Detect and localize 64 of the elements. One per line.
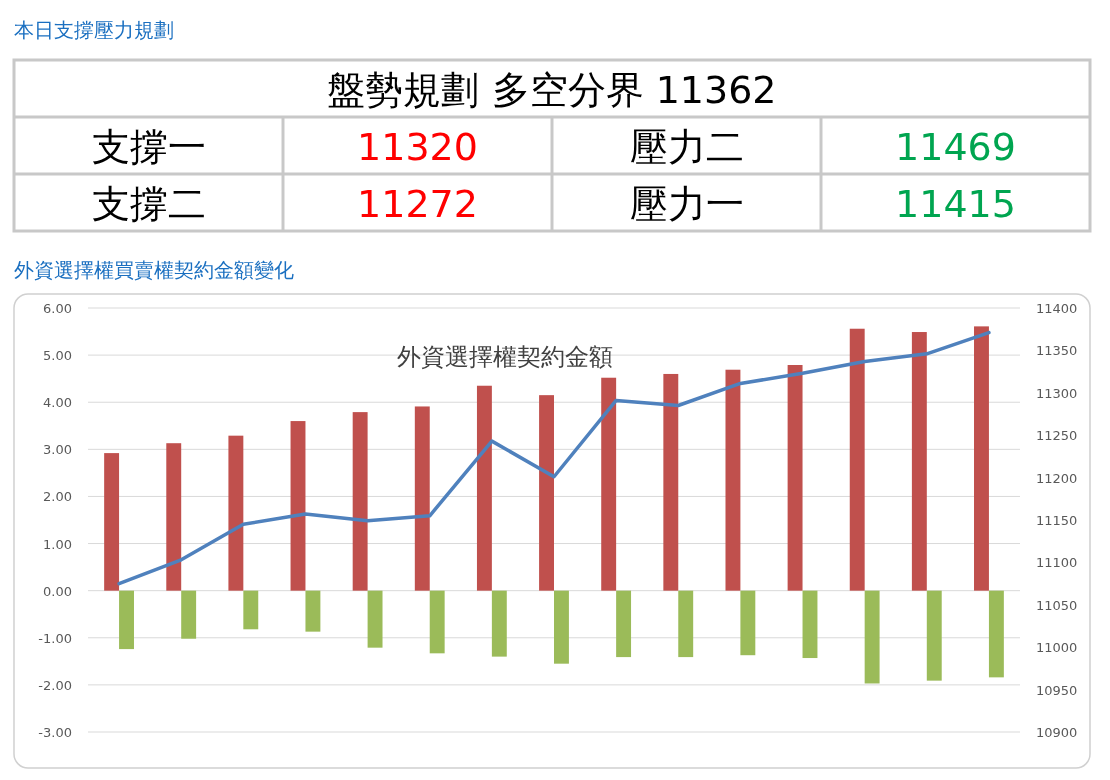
- bar: [849, 328, 865, 591]
- text: 11415: [895, 181, 1016, 226]
- text: 支撐一: [91, 124, 206, 169]
- text: 盤勢規劃 多空分界 11362: [327, 67, 777, 112]
- y2-tick-label: 10900: [1036, 725, 1078, 740]
- bar: [678, 590, 694, 658]
- bar: [367, 590, 383, 648]
- y2-tick-label: 10950: [1036, 682, 1078, 698]
- y2-tick-label: 11300: [1036, 385, 1078, 401]
- chart-title: 外資選擇權買賣權契約金額變化: [14, 258, 294, 282]
- text: 支撐二: [91, 181, 206, 226]
- y2-tick-label: 11150: [1036, 513, 1078, 528]
- bar: [243, 590, 259, 630]
- y-tick-label: 0.00: [43, 583, 72, 599]
- y-tick-label: 4.00: [43, 395, 72, 411]
- bar: [104, 453, 120, 591]
- y-tick-label: -3.00: [38, 725, 72, 740]
- bar: [864, 590, 880, 684]
- bar: [491, 590, 507, 657]
- bar: [181, 590, 197, 639]
- bar: [554, 590, 569, 664]
- text: 11272: [357, 181, 478, 226]
- bar: [802, 590, 818, 659]
- bar: [974, 326, 989, 591]
- text: 外資選擇權契約金額: [397, 343, 613, 371]
- y-tick-label: 2.00: [43, 489, 72, 505]
- y2-tick-label: 11000: [1036, 640, 1078, 656]
- bar: [911, 332, 927, 591]
- bar: [663, 373, 679, 591]
- bar: [305, 590, 321, 632]
- y2-tick-label: 11250: [1036, 428, 1078, 444]
- line-series: [117, 330, 991, 586]
- bar: [740, 590, 756, 656]
- y2-tick-label: 11100: [1036, 555, 1078, 571]
- y-tick-label: 5.00: [43, 348, 72, 364]
- bar: [119, 590, 134, 650]
- y2-tick-label: 11200: [1036, 470, 1078, 486]
- y-tick-label: 3.00: [43, 442, 72, 458]
- bar: [429, 590, 445, 654]
- text: 壓力一: [629, 181, 744, 226]
- bar: [290, 421, 306, 591]
- bar: [414, 406, 430, 591]
- y2-tick-label: 11400: [1036, 301, 1078, 316]
- text: 11469: [895, 124, 1016, 169]
- bar: [988, 590, 1004, 678]
- bar: [228, 435, 244, 591]
- y-tick-label: -2.00: [38, 677, 72, 693]
- bar: [601, 377, 617, 591]
- bar: [926, 590, 942, 681]
- y-tick-label: 1.00: [43, 536, 72, 552]
- y2-tick-label: 11050: [1036, 597, 1078, 613]
- bar: [787, 365, 803, 591]
- text: 本日支撐壓力規劃: [14, 18, 174, 42]
- text: 11320: [357, 124, 478, 169]
- bar: [166, 443, 182, 591]
- bar: [539, 395, 554, 591]
- bar: [352, 412, 368, 591]
- bar: [476, 385, 492, 591]
- y2-tick-label: 11350: [1036, 343, 1078, 359]
- y-tick-label: -1.00: [38, 630, 72, 646]
- bar: [725, 369, 741, 591]
- text: 壓力二: [629, 124, 744, 169]
- y-tick-label: 6.00: [43, 301, 72, 316]
- bar: [616, 590, 632, 658]
